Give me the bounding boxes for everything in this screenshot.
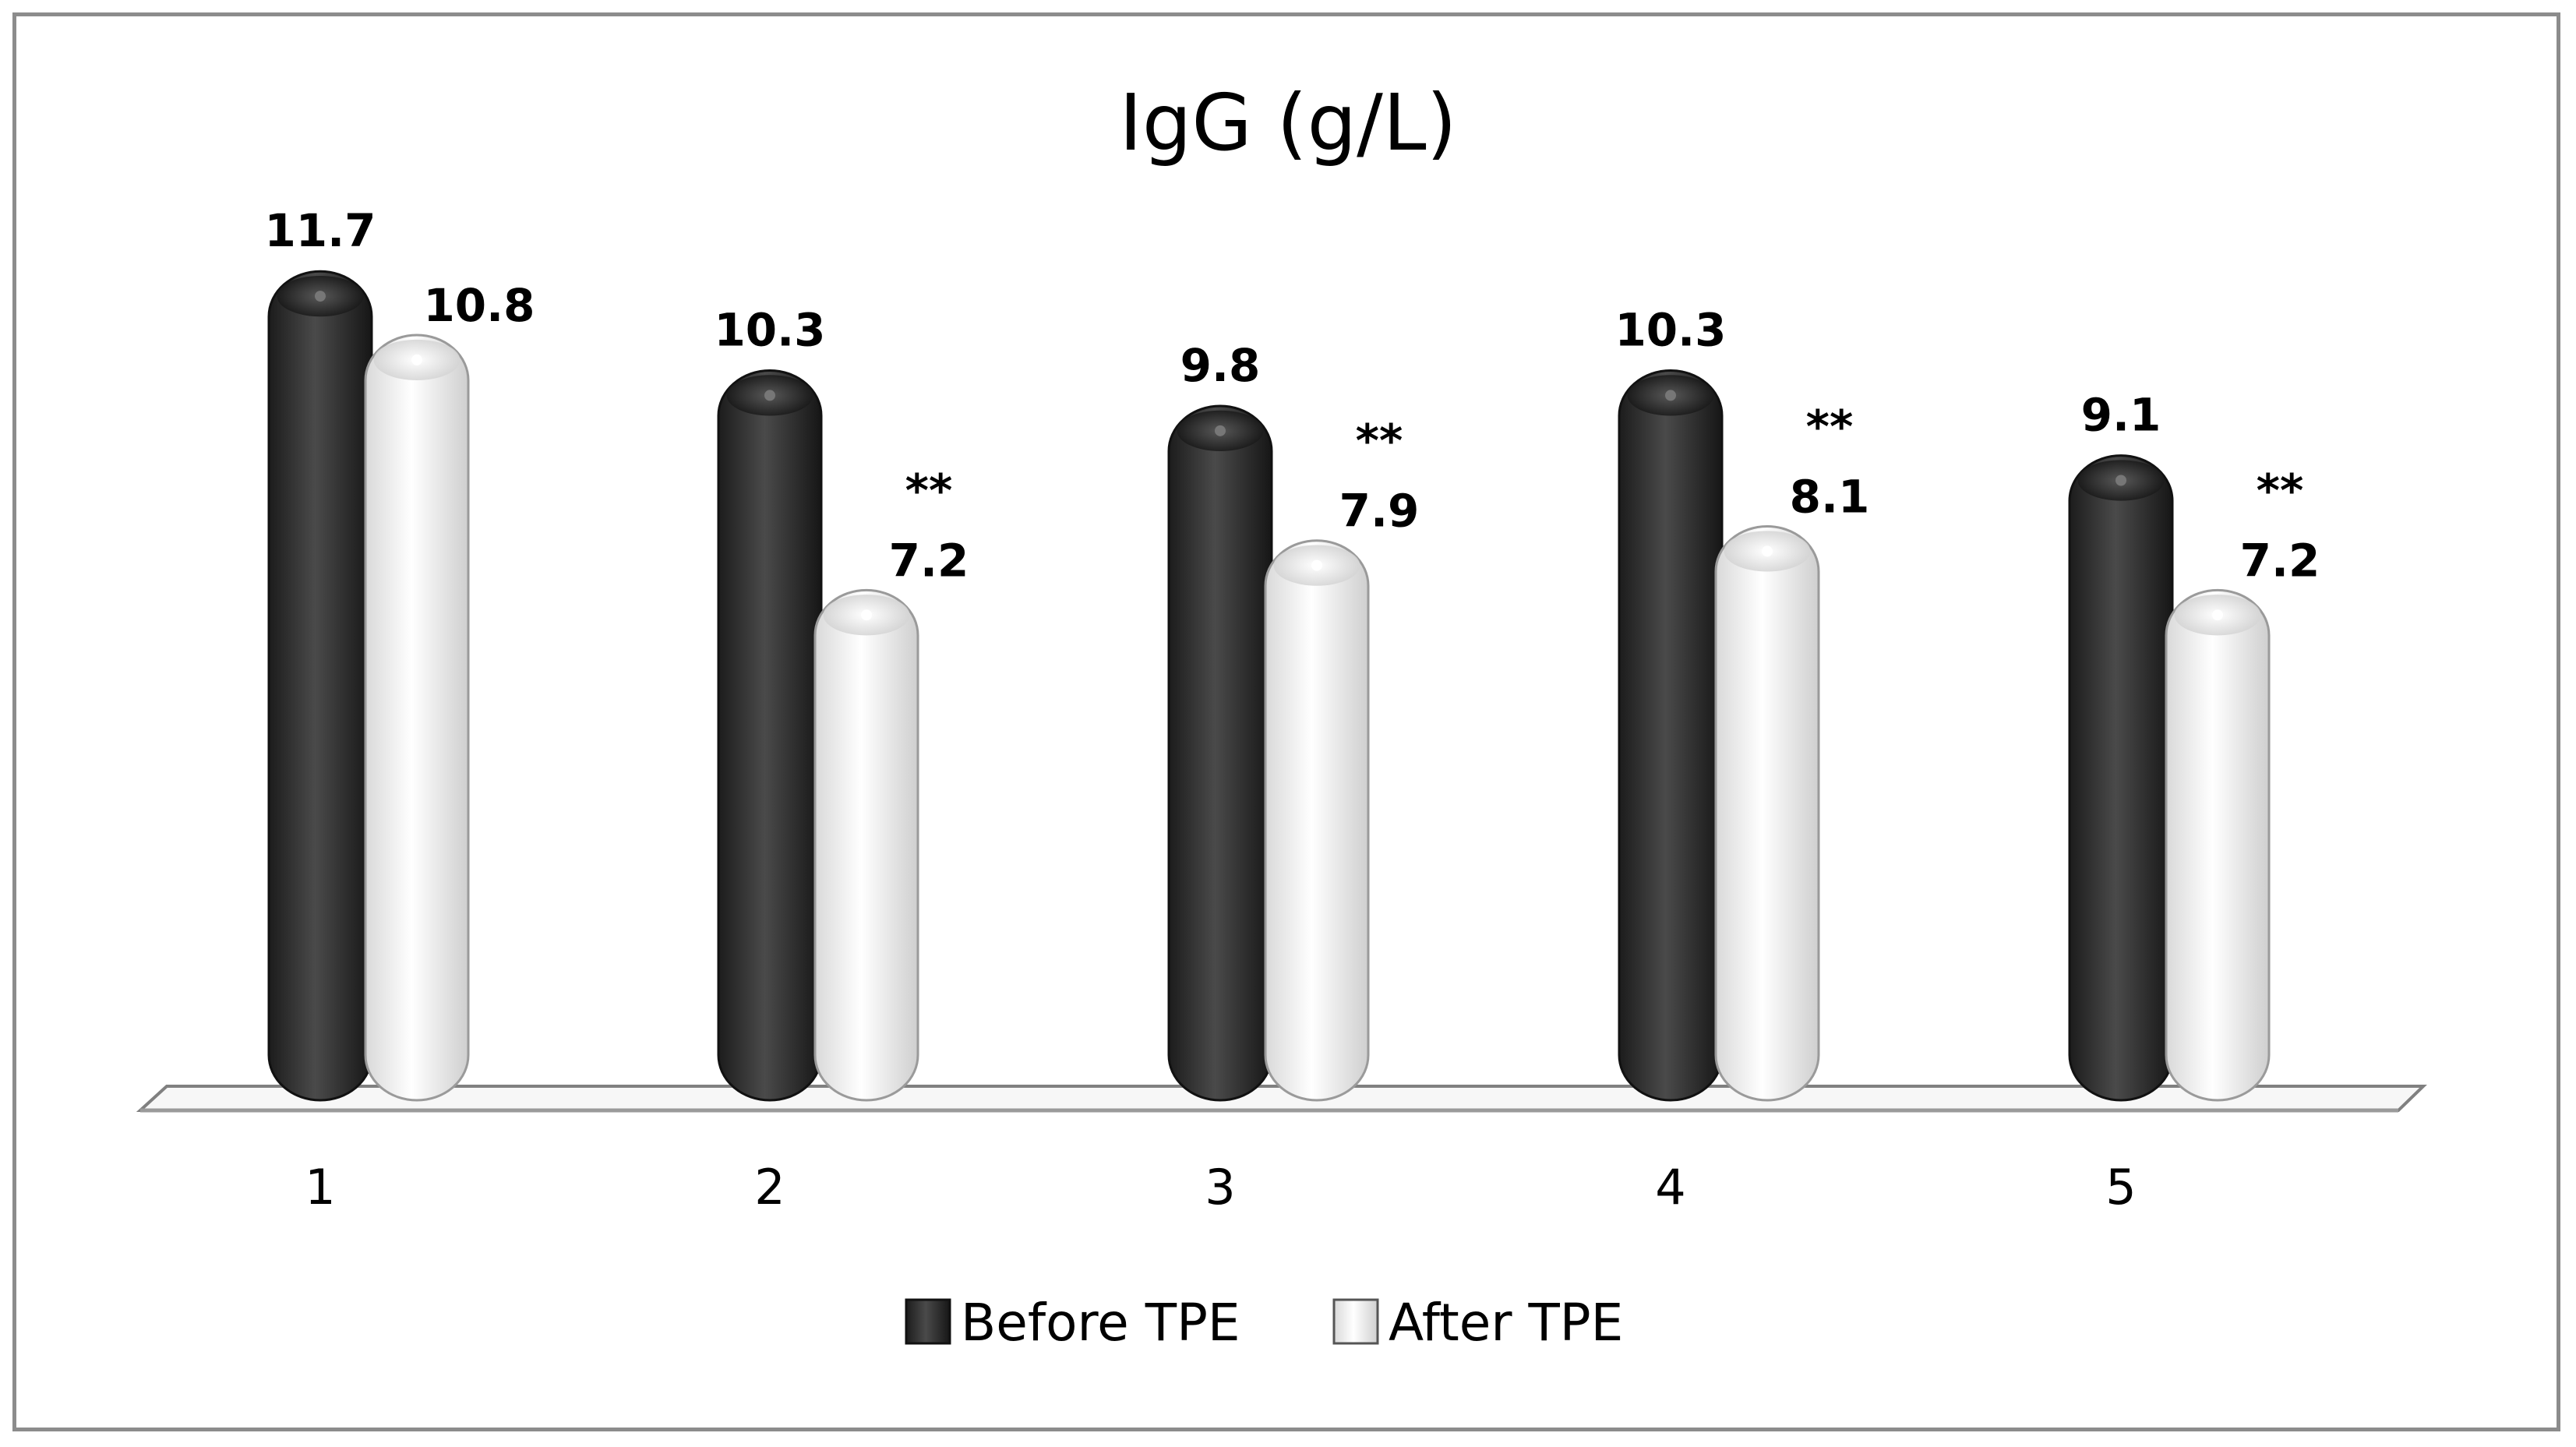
x-tick-label-5: 5: [2105, 1159, 2136, 1216]
legend-label-after: After TPE: [1389, 1293, 1623, 1353]
bar-before-5: [2068, 454, 2174, 1102]
bar-after-5: [2165, 588, 2271, 1102]
x-tick-label-2: 2: [754, 1159, 785, 1216]
significance-label-2: **: [905, 464, 953, 517]
bar-before-4: [1618, 369, 1724, 1102]
legend-swatch-after: [1332, 1298, 1379, 1345]
bar-after-2: [813, 588, 919, 1102]
legend: Before TPE After TPE: [905, 1293, 1623, 1353]
value-label-after-2: 7.2: [889, 534, 969, 587]
significance-label-4: **: [1806, 401, 1854, 454]
value-label-before-4: 10.3: [1614, 303, 1726, 356]
value-label-after-1: 10.8: [423, 279, 535, 332]
value-label-after-5: 7.2: [2240, 534, 2320, 587]
value-label-before-1: 11.7: [264, 204, 376, 257]
legend-swatch-before: [905, 1298, 951, 1345]
bar-after-4: [1714, 525, 1820, 1102]
bars-layer: [267, 270, 2271, 1102]
significance-label-5: **: [2257, 464, 2304, 517]
x-tick-label-4: 4: [1655, 1159, 1685, 1216]
significance-label-3: **: [1356, 415, 1403, 468]
legend-label-before: Before TPE: [961, 1293, 1240, 1353]
bar-before-3: [1167, 404, 1273, 1102]
bar-after-1: [364, 334, 470, 1102]
value-label-before-2: 10.3: [714, 303, 825, 356]
labels-layer: 11.7 10.8 1 10.3 7.2 ** 2 9.8 7.9 ** 3 10.3 8.1 ** 4 9.…: [264, 204, 2320, 1216]
bar-after-3: [1264, 539, 1370, 1102]
value-label-before-3: 9.8: [1180, 339, 1261, 392]
value-label-before-5: 9.1: [2081, 389, 2161, 442]
value-label-after-3: 7.9: [1339, 485, 1420, 538]
bar-before-1: [267, 270, 373, 1102]
value-label-after-4: 8.1: [1790, 471, 1870, 524]
x-tick-label-1: 1: [305, 1159, 335, 1216]
chart-floor: [136, 1085, 2427, 1112]
bar-before-2: [717, 369, 823, 1102]
x-tick-label-3: 3: [1205, 1159, 1235, 1216]
chart-title: IgG (g/L): [1119, 77, 1456, 168]
